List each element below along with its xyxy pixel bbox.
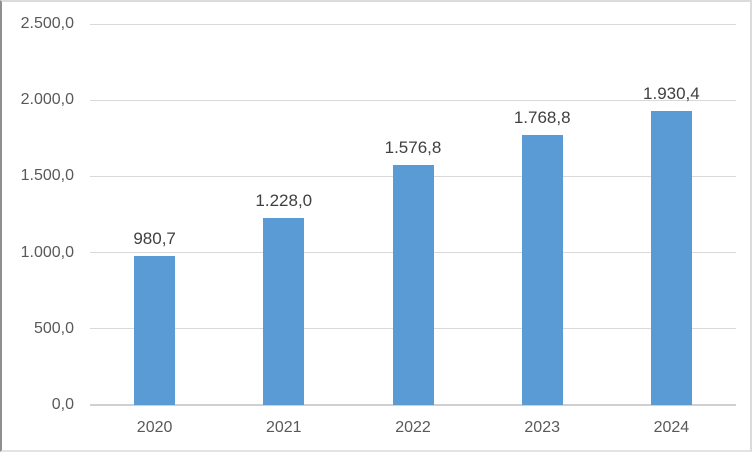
x-axis-tick-label-2020: 2020 <box>136 419 173 436</box>
x-axis-tick-label-2024: 2024 <box>653 419 690 436</box>
data-label-2022: 1.576,8 <box>384 137 442 157</box>
plot-area: 980,7 1.228,0 1.576,8 1.768,8 1.930,4 <box>90 23 736 406</box>
y-axis-tick-label: 2.500,0 <box>20 15 74 32</box>
bar-2024[interactable] <box>650 110 692 405</box>
y-axis-tick-label: 0,0 <box>51 396 74 413</box>
bar-2020[interactable] <box>134 255 176 405</box>
bar-2022[interactable] <box>392 164 434 405</box>
y-axis-tick-label: 1.000,0 <box>20 243 74 261</box>
bar-2021[interactable] <box>263 217 305 405</box>
x-axis-tick-label-2021: 2021 <box>265 419 302 436</box>
y-axis-tick-label: 1.500,0 <box>20 167 74 185</box>
y-axis-tick-label: 2.000,0 <box>20 91 74 109</box>
data-label-2020: 980,7 <box>133 228 176 248</box>
data-label-2023: 1.768,8 <box>513 108 571 128</box>
gridline <box>90 99 736 101</box>
y-axis: 0,0 500,0 1.000,0 1.500,0 2.000,0 2.500,0 <box>2 15 74 413</box>
x-axis-tick-label-2023: 2023 <box>524 419 560 436</box>
x-axis: 2020 2021 2022 2023 2024 <box>90 415 736 441</box>
y-axis-tick-label: 500,0 <box>33 319 74 337</box>
x-axis-tick-label-2022: 2022 <box>395 419 431 436</box>
bar-2023[interactable] <box>521 135 563 405</box>
gridline <box>90 23 736 25</box>
x-axis-line <box>90 404 736 406</box>
data-label-2024: 1.930,4 <box>643 83 700 103</box>
data-label-2021: 1.228,0 <box>255 190 313 210</box>
